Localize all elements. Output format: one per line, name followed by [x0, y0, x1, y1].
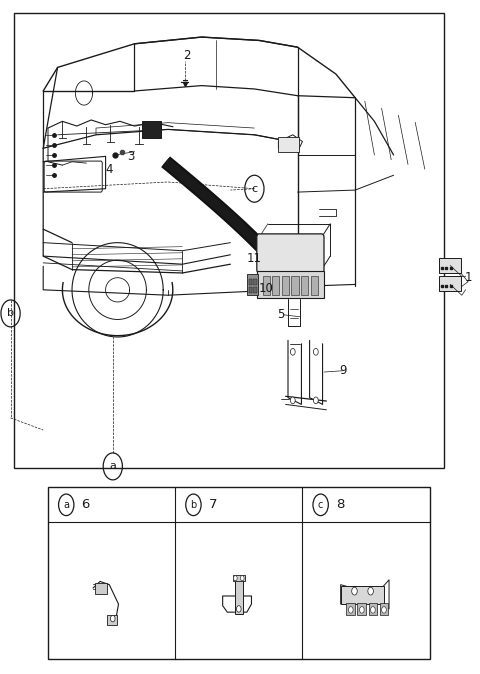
Circle shape [237, 606, 241, 612]
Circle shape [313, 397, 318, 404]
Circle shape [348, 607, 353, 613]
Bar [263, 276, 270, 295]
Bar [272, 276, 279, 295]
Bar [341, 586, 384, 604]
Bar [107, 615, 118, 625]
Text: 10: 10 [259, 282, 274, 295]
Bar [257, 271, 324, 298]
Bar [142, 121, 161, 138]
Bar [301, 276, 308, 295]
Circle shape [368, 587, 373, 595]
Circle shape [360, 607, 364, 613]
Bar [358, 603, 366, 615]
Text: 6: 6 [81, 498, 90, 512]
Bar [233, 575, 245, 582]
Text: c: c [252, 184, 257, 193]
Circle shape [352, 587, 357, 595]
Bar [278, 137, 299, 152]
Bar [311, 276, 318, 295]
Bar [347, 603, 355, 615]
Bar [249, 279, 252, 285]
Bar [253, 279, 257, 285]
Bar [282, 276, 289, 295]
Bar [249, 287, 252, 293]
Bar [253, 287, 257, 293]
Circle shape [240, 576, 244, 581]
Text: 7: 7 [208, 498, 217, 512]
Text: 9: 9 [339, 364, 347, 377]
Circle shape [290, 348, 295, 355]
Text: 2: 2 [183, 49, 191, 62]
Circle shape [110, 615, 115, 622]
Circle shape [371, 607, 375, 613]
Text: 1: 1 [464, 271, 472, 284]
Circle shape [290, 397, 295, 404]
Text: 3: 3 [127, 150, 135, 163]
Circle shape [313, 348, 318, 355]
Bar [14, 13, 444, 468]
Bar [439, 276, 461, 291]
Text: 11: 11 [247, 251, 262, 265]
Text: 8: 8 [336, 498, 344, 512]
Bar [439, 258, 461, 273]
Bar [291, 276, 299, 295]
Bar [380, 603, 388, 615]
Bar [48, 487, 430, 659]
Bar [247, 274, 258, 295]
Text: b: b [7, 309, 14, 318]
Circle shape [382, 607, 386, 613]
FancyBboxPatch shape [257, 234, 324, 273]
Text: 5: 5 [277, 308, 285, 321]
Text: b: b [190, 500, 197, 510]
Circle shape [233, 576, 237, 581]
Text: a: a [63, 500, 69, 510]
Text: c: c [318, 500, 324, 510]
Text: a: a [109, 462, 116, 471]
Bar [369, 603, 377, 615]
Bar [96, 583, 107, 594]
Bar [235, 578, 243, 614]
Text: 4: 4 [106, 163, 113, 177]
